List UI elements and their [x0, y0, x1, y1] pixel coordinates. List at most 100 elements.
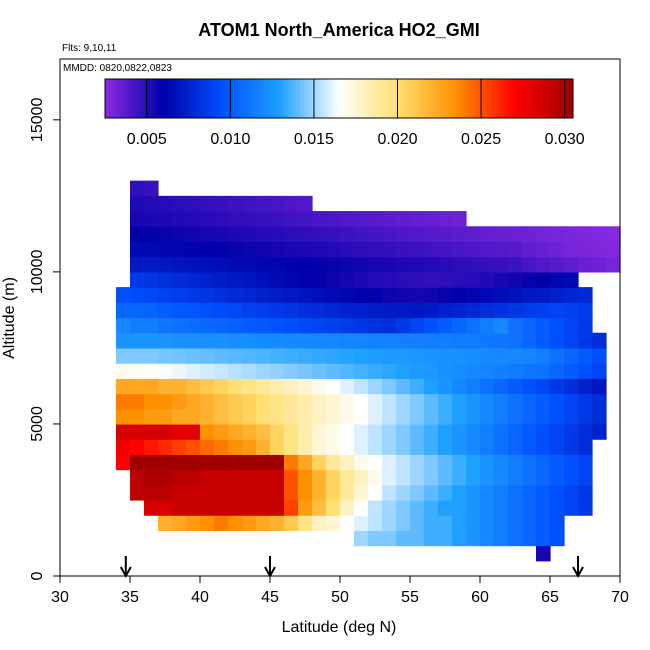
colorbar-segment	[140, 79, 145, 118]
heatmap-cell	[284, 499, 299, 516]
heatmap-cell	[592, 226, 607, 243]
x-tick-label: 30	[51, 589, 69, 606]
heatmap-cell	[130, 363, 145, 379]
heatmap-cell	[508, 423, 523, 440]
heatmap-cell	[298, 317, 313, 334]
heatmap-cell	[480, 363, 495, 379]
heatmap-cell	[410, 408, 425, 425]
heatmap-cell	[172, 211, 187, 227]
heatmap-cell	[326, 515, 341, 531]
heatmap-cell	[242, 241, 257, 258]
heatmap-cell	[200, 195, 215, 212]
heatmap-cell	[382, 469, 397, 486]
colorbar-segment	[300, 79, 305, 118]
heatmap-cell	[270, 347, 285, 364]
heatmap-cell	[256, 347, 271, 364]
heatmap-cell	[508, 439, 523, 455]
heatmap-cell	[270, 439, 285, 455]
heatmap-cell	[466, 363, 481, 379]
heatmap-cell	[494, 469, 509, 486]
heatmap-cell	[368, 515, 383, 531]
heatmap-cell	[172, 302, 187, 319]
heatmap-cell	[172, 439, 187, 455]
heatmap-cell	[382, 530, 397, 547]
heatmap-cell	[298, 423, 313, 440]
heatmap-cell	[578, 484, 593, 501]
heatmap-cell	[228, 195, 243, 212]
heatmap-cell	[494, 499, 509, 516]
heatmap-cell	[186, 271, 201, 288]
heatmap-cell	[270, 423, 285, 440]
heatmap-cell	[200, 241, 215, 258]
colorbar-segment	[483, 79, 488, 118]
colorbar-segment	[459, 79, 465, 118]
colorbar-segment	[452, 79, 457, 118]
y-tick-label: 5000	[29, 406, 46, 442]
heatmap-cell	[200, 469, 215, 486]
heatmap-cell	[130, 439, 145, 455]
colorbar-segment	[432, 79, 437, 118]
heatmap-cell	[200, 317, 215, 334]
heatmap-cell	[130, 256, 145, 273]
colorbar-segment	[522, 79, 527, 118]
heatmap-cell	[382, 378, 397, 395]
heatmap-cell	[130, 469, 145, 486]
heatmap-cell	[130, 241, 145, 258]
heatmap-cell	[480, 423, 495, 440]
heatmap-cell	[438, 226, 453, 243]
heatmap-cell	[340, 302, 355, 319]
heatmap-cell	[116, 332, 131, 349]
heatmap-cell	[256, 332, 271, 349]
heatmap-cell	[228, 256, 243, 273]
heatmap-cell	[494, 484, 509, 501]
heatmap-cell	[270, 515, 285, 531]
heatmap-cell	[130, 332, 145, 349]
heatmap-cell	[396, 499, 411, 516]
heatmap-cell	[298, 393, 313, 410]
heatmap-cell	[354, 515, 369, 531]
heatmap-cell	[158, 439, 173, 455]
heatmap-cell	[340, 241, 355, 258]
heatmap-cell	[298, 515, 313, 531]
heatmap-cell	[214, 499, 229, 516]
heatmap-cell	[550, 241, 565, 258]
x-tick-label: 35	[121, 589, 139, 606]
axes: 30 35 40 45 50 55 60 65 70 0 5000 10000 15000	[29, 97, 629, 606]
heatmap-cell	[592, 332, 607, 349]
colorbar-segment	[471, 79, 476, 118]
colorbar-segment	[510, 79, 515, 118]
heatmap-cell	[480, 484, 495, 501]
heatmap-cell	[214, 271, 229, 288]
colorbar-segment	[229, 79, 235, 118]
y-tick-label: 15000	[29, 97, 46, 142]
heatmap-cell	[438, 378, 453, 395]
heatmap-cell	[284, 469, 299, 486]
heatmap-cell	[200, 332, 215, 349]
heatmap-cell	[578, 347, 593, 364]
heatmap-cell	[410, 530, 425, 547]
heatmap-cell	[354, 226, 369, 243]
colorbar-segment	[370, 79, 375, 118]
heatmap-cell	[424, 317, 439, 334]
heatmap-cell	[200, 454, 215, 471]
heatmap-cell	[480, 287, 495, 303]
heatmap-cell	[466, 530, 481, 547]
chart-title: ATOM1 North_America HO2_GMI	[198, 20, 479, 40]
heatmap-cell	[284, 484, 299, 501]
heatmap-cell	[564, 226, 579, 243]
heatmap-cell	[326, 393, 341, 410]
colorbar-segment	[288, 79, 293, 118]
heatmap-cell	[158, 393, 173, 410]
heatmap-cell	[382, 226, 397, 243]
heatmap-cell	[256, 408, 271, 425]
heatmap-cell	[494, 378, 509, 395]
heatmap-cell	[466, 499, 481, 516]
heatmap-cell	[172, 332, 187, 349]
heatmap-cell	[340, 332, 355, 349]
y-axis-label: Altitude (m)	[1, 277, 18, 359]
heatmap-cell	[424, 469, 439, 486]
heatmap-cell	[410, 378, 425, 395]
heatmap-cell	[298, 195, 313, 212]
heatmap-cell	[494, 423, 509, 440]
heatmap-cell	[298, 256, 313, 273]
